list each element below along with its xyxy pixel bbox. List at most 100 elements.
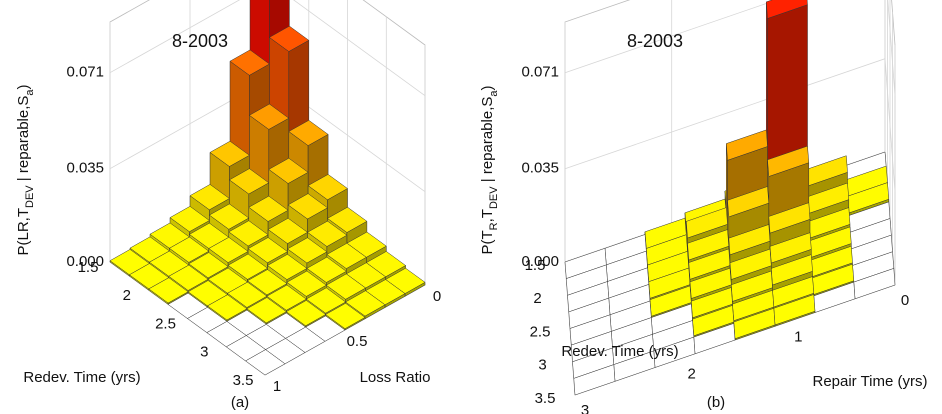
y-tick-label: 2 (533, 290, 541, 307)
bar-face (573, 364, 616, 396)
x-tick-label: 2 (687, 365, 695, 382)
bar-face (268, 25, 310, 52)
y-tick-label: 3.5 (535, 390, 556, 407)
bar-face (148, 277, 189, 304)
bar-face (246, 297, 287, 324)
bar-face (325, 273, 367, 300)
bar-face (688, 248, 731, 280)
bar-face (245, 349, 286, 376)
bar-face (208, 237, 249, 263)
bar (245, 349, 286, 376)
z-label-part: ) (479, 86, 496, 91)
bar (148, 277, 189, 305)
bar-face (168, 264, 209, 291)
bar (325, 303, 366, 331)
bar-face (325, 303, 366, 329)
bar-face (286, 270, 327, 297)
y-tick-label: 2.5 (530, 323, 551, 340)
bar-face (287, 237, 328, 264)
y-axis-label: Redev. Time (yrs) (23, 369, 140, 386)
bar-face (188, 252, 229, 279)
z-label-part: | reparable,S (15, 96, 32, 186)
chart-title: 8-2003 (627, 31, 683, 51)
bar-face (227, 281, 268, 308)
z-tick-label: 0.035 (521, 160, 559, 177)
x-tick-label: 0.5 (347, 333, 368, 350)
bar-face (228, 168, 270, 195)
bar-face (228, 220, 269, 247)
z-tick-label: 0.000 (66, 253, 104, 270)
chart-panel: 0.000 0.035 0.071 0 1 2 3 1.5 2 2.5 3 3.5 8-2003 Repa… (479, 0, 928, 414)
z-label-part: P(T (479, 230, 496, 254)
bar-face (767, 145, 810, 177)
bar-face (345, 290, 386, 317)
z-label-part: R (488, 222, 500, 230)
y-tick-label: 2 (123, 287, 131, 304)
bar-face (287, 193, 328, 220)
bar-face (327, 206, 368, 233)
caption: (a) (231, 394, 249, 411)
y-tick-label: 3 (200, 344, 208, 361)
bar-face (229, 49, 270, 76)
bar-face (189, 184, 230, 211)
bar-face (207, 294, 248, 321)
z-label-part: DEV (24, 185, 36, 208)
bar-face (307, 174, 348, 201)
caption: (b) (707, 394, 725, 411)
bar-face (248, 195, 289, 222)
bar-face (305, 287, 347, 314)
bar-face (306, 256, 347, 283)
bar-face (209, 140, 250, 167)
bar-face (766, 0, 808, 19)
z-label-part: ) (15, 84, 32, 89)
x-axis-label: Repair Time (yrs) (812, 373, 927, 390)
y-axis-label: Redev. Time (yrs) (561, 343, 678, 360)
bar-face (307, 220, 348, 247)
x-tick-label: 0 (901, 292, 909, 309)
bar-face (285, 300, 327, 327)
x-tick-label: 1 (273, 378, 281, 395)
bar-face (687, 229, 730, 261)
z-label-part: P(LR,T (15, 208, 32, 256)
chart-panel: 0.000 0.035 0.071 0 0.5 1 1.5 2 2.5 3 3.5 8-2003 Los… (15, 0, 441, 411)
y-tick-label: 1.5 (525, 257, 546, 274)
z-axis-label: P(LR,TDEV | reparable,Sa) (15, 84, 36, 255)
bar-face (267, 254, 308, 280)
y-tick-label: 1.5 (78, 259, 99, 276)
bar (207, 294, 248, 322)
x-tick-label: 0 (433, 288, 441, 305)
bar-face (268, 157, 309, 184)
bar-face (729, 248, 772, 280)
z-tick-label: 0.071 (521, 64, 559, 81)
bar-face (727, 186, 770, 218)
bar-face (768, 202, 811, 234)
bar-face (686, 207, 728, 239)
bar-face (247, 237, 288, 264)
z-label-part: DEV (488, 186, 500, 209)
bar-face (169, 206, 210, 232)
z-label-part: | reparable,S (479, 97, 496, 187)
bar-face (168, 236, 210, 263)
x-axis-label: Loss Ratio (360, 369, 431, 386)
bar-face (208, 203, 250, 230)
y-tick-label: 3 (538, 357, 546, 374)
z-tick-label: 0.000 (521, 253, 559, 270)
bar-face (227, 253, 268, 280)
z-label-part: a (488, 90, 500, 97)
grid-line (109, 0, 426, 97)
y-tick-label: 3.5 (233, 372, 254, 389)
y-tick-label: 2.5 (155, 315, 176, 332)
chart-title: 8-2003 (172, 31, 228, 51)
bar-face (248, 103, 290, 130)
bar-face (267, 217, 308, 244)
bar (573, 364, 616, 396)
bar-face (728, 224, 771, 256)
z-tick-label: 0.071 (66, 64, 104, 81)
bar (285, 300, 327, 328)
x-tick-label: 3 (581, 402, 589, 414)
bar-face (326, 242, 367, 269)
bar-face (689, 267, 732, 299)
z-label-part: a (24, 89, 36, 96)
z-label-part: ,T (479, 209, 496, 222)
